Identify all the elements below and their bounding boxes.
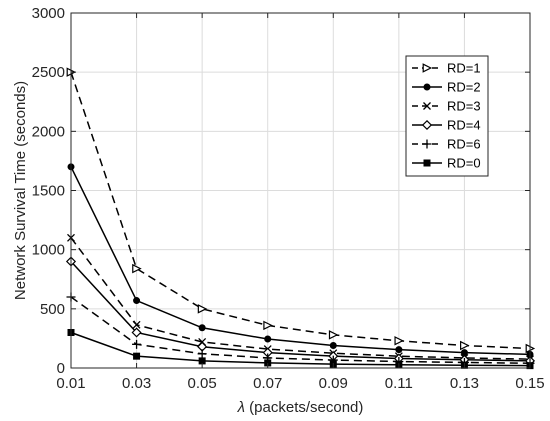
marker-triangle: [132, 263, 142, 274]
marker-diamond: [421, 119, 433, 131]
series-rd-2: [67, 163, 534, 358]
marker-circle: [133, 297, 141, 305]
legend-entry: RD=1: [412, 61, 481, 76]
marker-circle: [423, 83, 431, 91]
series-line: [70, 166, 531, 356]
marker-circle: [395, 346, 403, 354]
x-tick-label: 0.09: [319, 375, 348, 392]
marker-square: [423, 159, 431, 167]
marker-circle: [329, 342, 337, 350]
y-tick-label: 1500: [32, 183, 65, 200]
marker-triangle: [328, 330, 339, 340]
y-tick-label: 3000: [32, 5, 65, 22]
series-line: [70, 296, 531, 365]
y-tick-label: 1000: [32, 242, 65, 259]
x-axis-title-text: (packets/second): [245, 399, 363, 416]
series-line: [70, 237, 531, 360]
ticks: 0.01 0.03 0.05 0.07 0.09 0.11 0.13 0.15 0 500 1000…: [32, 5, 545, 392]
legend-label: RD=3: [447, 99, 481, 114]
series-line: [70, 331, 531, 367]
marker-x: [132, 320, 141, 329]
marker-triangle: [422, 63, 433, 73]
marker-circle: [264, 335, 272, 343]
legend-entry: RD=4: [412, 118, 481, 133]
legend: RD=1 RD=2 RD=3 RD=4 RD=6 RD=0: [405, 55, 489, 177]
marker-x: [423, 102, 431, 110]
x-tick-label: 0.15: [515, 375, 544, 392]
legend-label: RD=0: [447, 156, 481, 171]
x-tick-label: 0.03: [122, 375, 151, 392]
marker-square: [133, 352, 141, 360]
legend-entry: RD=6: [412, 137, 481, 152]
marker-plus: [132, 339, 142, 349]
series-line: [70, 71, 531, 350]
legend-label: RD=2: [447, 80, 481, 95]
series-line: [70, 260, 531, 362]
legend-label: RD=6: [447, 137, 481, 152]
x-tick-label: 0.05: [188, 375, 217, 392]
legend-entry: RD=0: [412, 156, 481, 171]
legend-entry: RD=3: [412, 99, 481, 114]
marker-triangle: [197, 304, 208, 314]
legend-entry: RD=2: [412, 80, 481, 95]
y-tick-label: 2000: [32, 123, 65, 140]
marker-diamond: [131, 327, 142, 338]
series-rd-1: [66, 67, 536, 354]
x-tick-label: 0.07: [253, 375, 282, 392]
x-axis-title: λ (packets/second): [237, 399, 364, 416]
legend-box: [405, 55, 489, 177]
marker-triangle: [263, 320, 273, 331]
y-tick-label: 500: [40, 301, 65, 318]
x-axis-symbol: λ: [237, 399, 245, 416]
y-axis-title: Network Survival Time (seconds): [12, 81, 29, 300]
legend-label: RD=4: [447, 118, 481, 133]
marker-plus: [422, 139, 432, 149]
x-tick-label: 0.11: [385, 375, 413, 392]
marker-plus: [197, 349, 207, 359]
marker-circle: [198, 324, 206, 332]
legend-label: RD=1: [447, 61, 481, 76]
y-tick-label: 2500: [32, 64, 65, 81]
x-tick-label: 0.13: [450, 375, 479, 392]
marker-triangle: [460, 340, 470, 351]
x-tick-label: 0.01: [56, 375, 85, 392]
y-tick-label: 0: [57, 360, 65, 377]
marker-triangle: [394, 336, 404, 346]
